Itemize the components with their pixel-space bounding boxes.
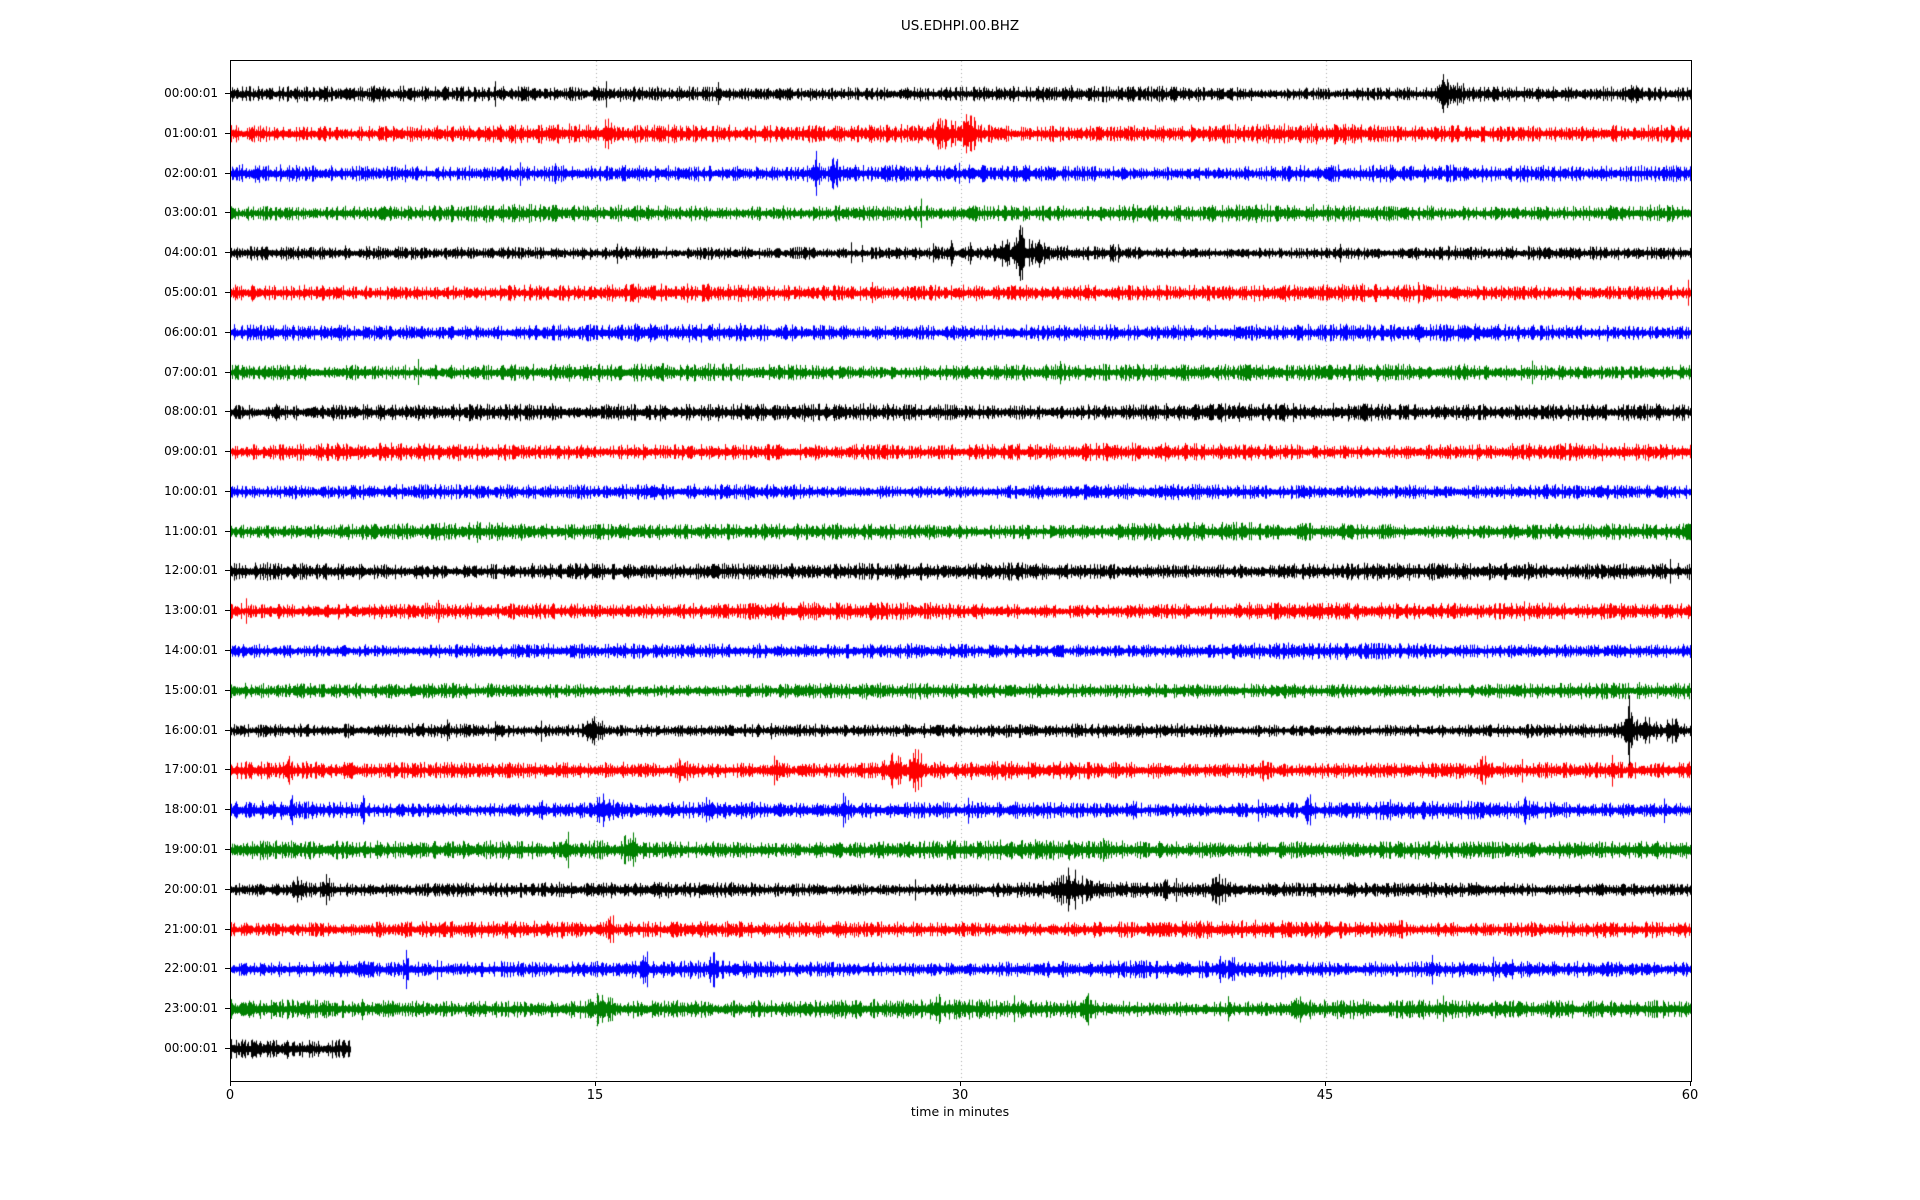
y-tick-mark [225, 570, 230, 571]
y-tick-mark [225, 93, 230, 94]
y-tick-mark [225, 889, 230, 890]
y-tick-mark [225, 491, 230, 492]
y-tick-mark [225, 650, 230, 651]
x-tick-mark [230, 1081, 231, 1086]
y-tick-label: 00:00:01 [164, 86, 218, 100]
y-tick-mark [225, 372, 230, 373]
y-tick-label: 03:00:01 [164, 205, 218, 220]
y-tick-label: 00:00:01 [164, 1040, 218, 1055]
y-tick-label: 19:00:01 [164, 842, 218, 856]
y-tick-mark [225, 849, 230, 850]
x-tick-mark [1690, 1081, 1691, 1086]
y-tick-label: 12:00:01 [164, 563, 218, 578]
y-tick-mark [225, 730, 230, 731]
y-tick-mark [225, 411, 230, 412]
x-tick-mark [595, 1081, 596, 1086]
plot-area [230, 60, 1692, 1082]
y-tick-label: 04:00:01 [164, 245, 218, 260]
y-tick-label: 20:00:01 [164, 881, 218, 896]
y-tick-mark [225, 769, 230, 770]
y-tick-label: 09:00:01 [164, 444, 218, 459]
y-tick-label: 10:00:01 [164, 483, 218, 498]
plot-title: US.EDHPI.00.BHZ [900, 18, 1020, 34]
y-tick-label: 18:00:01 [164, 802, 218, 817]
x-tick-mark [960, 1081, 961, 1086]
seismogram-canvas [231, 61, 1691, 1081]
y-tick-mark [225, 252, 230, 253]
x-tick-label: 45 [1316, 1088, 1334, 1103]
x-tick-label: 30 [951, 1088, 969, 1103]
y-tick-label: 17:00:01 [164, 762, 218, 777]
x-tick-label: 60 [1681, 1088, 1699, 1103]
y-tick-mark [225, 173, 230, 174]
y-tick-label: 11:00:01 [164, 523, 218, 538]
x-tick-label: 0 [225, 1088, 235, 1103]
y-tick-mark [225, 1048, 230, 1049]
y-tick-mark [225, 690, 230, 691]
y-tick-mark [225, 610, 230, 611]
y-tick-label: 16:00:01 [164, 722, 218, 737]
y-tick-mark [225, 332, 230, 333]
y-tick-mark [225, 531, 230, 532]
x-tick-mark [1325, 1081, 1326, 1086]
y-tick-label: 15:00:01 [164, 682, 218, 697]
y-tick-mark [225, 292, 230, 293]
x-axis-label: time in minutes [910, 1104, 1010, 1119]
y-tick-mark [225, 212, 230, 213]
y-tick-mark [225, 929, 230, 930]
x-tick-label: 15 [586, 1088, 604, 1103]
y-tick-mark [225, 1008, 230, 1009]
y-tick-label: 22:00:01 [164, 961, 218, 976]
y-tick-label: 14:00:01 [164, 643, 218, 658]
y-tick-label: 07:00:01 [164, 364, 218, 379]
y-tick-label: 05:00:01 [164, 284, 218, 299]
y-tick-label: 08:00:01 [164, 404, 218, 419]
y-tick-label: 13:00:01 [164, 603, 218, 618]
y-tick-mark [225, 809, 230, 810]
y-tick-mark [225, 451, 230, 452]
y-tick-mark [225, 133, 230, 134]
y-tick-label: 21:00:01 [164, 921, 218, 936]
y-tick-mark [225, 968, 230, 969]
y-tick-label: 02:00:01 [164, 165, 218, 180]
y-tick-label: 06:00:01 [164, 324, 218, 339]
y-tick-label: 01:00:01 [164, 125, 218, 140]
y-tick-label: 23:00:01 [164, 1001, 218, 1016]
